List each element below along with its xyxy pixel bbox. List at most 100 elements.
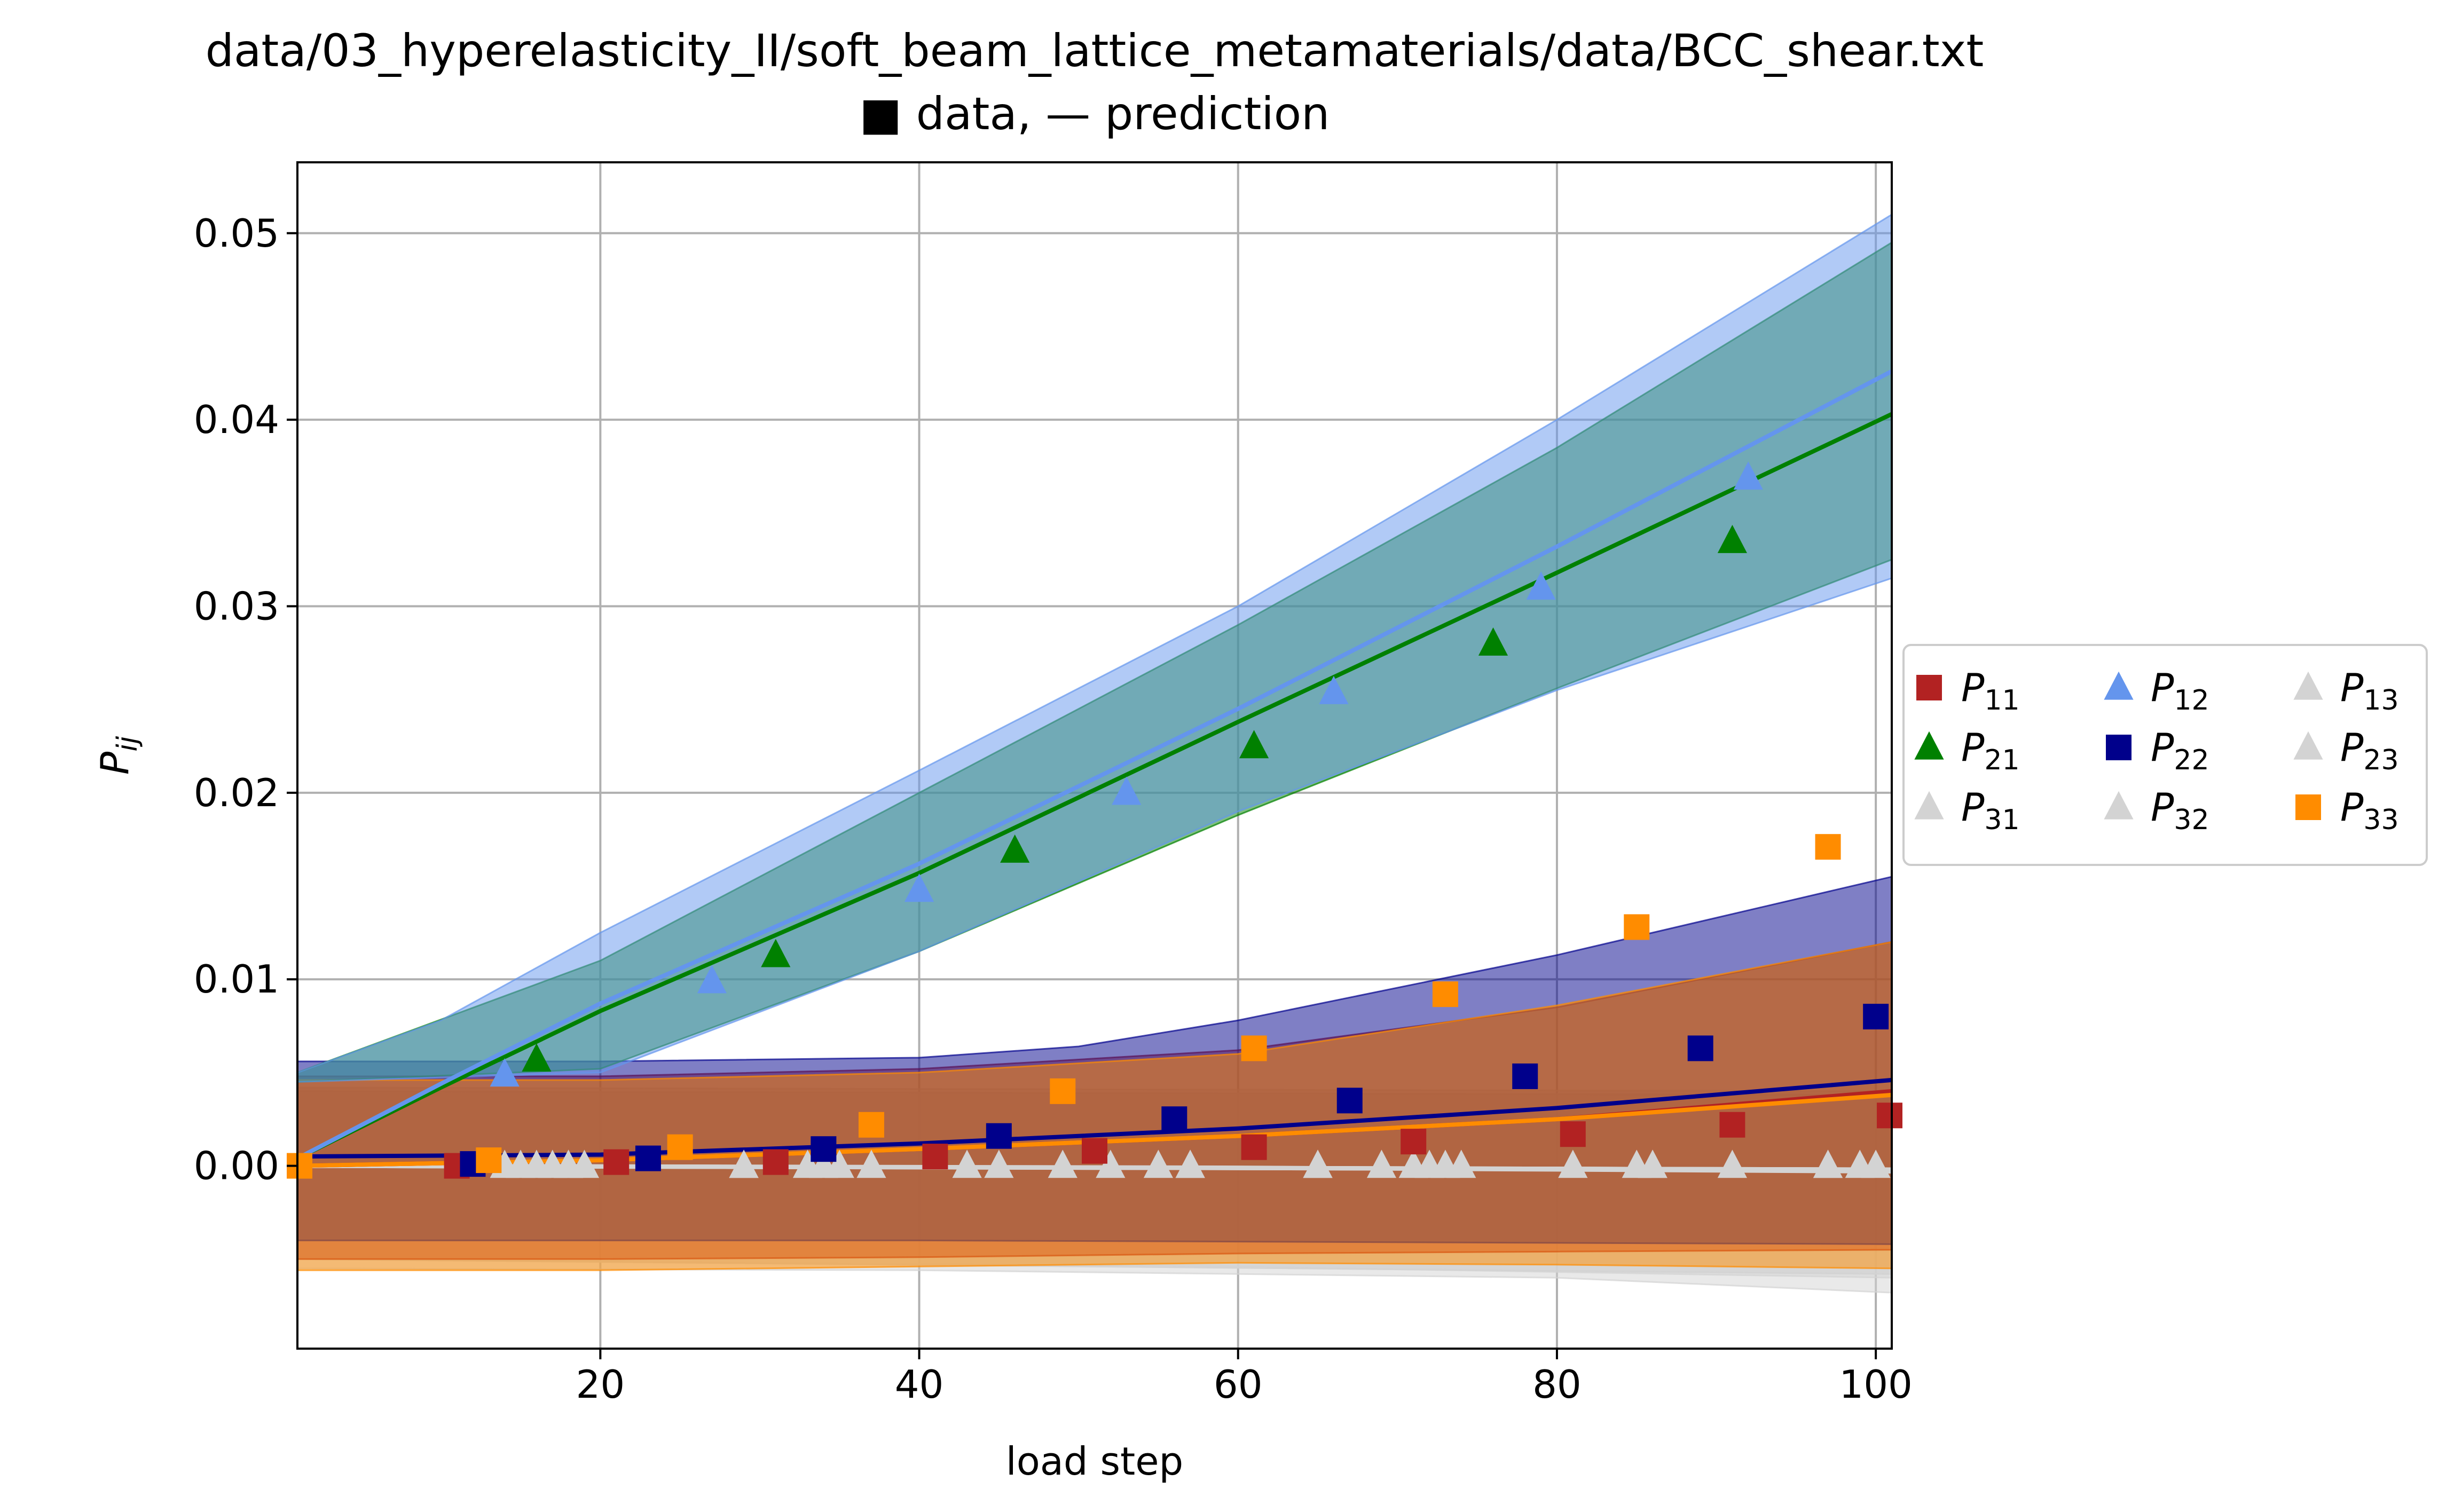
- data-point-p11: [1401, 1129, 1427, 1155]
- data-point-p21: [1478, 627, 1508, 656]
- data-point-p11: [1241, 1134, 1267, 1160]
- legend-label-main: P: [2151, 665, 2174, 710]
- data-point-p31: [729, 1149, 759, 1178]
- data-point-p13: [1366, 1149, 1397, 1178]
- data-point-p31: [1143, 1149, 1174, 1178]
- prediction-line-p21: [296, 412, 1893, 1161]
- legend-label-sub: 11: [1984, 684, 2019, 716]
- legend-label-sub: 12: [2174, 684, 2209, 716]
- y-tick-label: 0.03: [194, 584, 279, 629]
- data-point-p12: [1112, 776, 1142, 805]
- data-point-p33: [667, 1134, 693, 1160]
- y-axis-label-sub: ij: [112, 736, 144, 751]
- x-tick-label: 80: [1532, 1362, 1582, 1407]
- legend-marker-p22: [2106, 735, 2131, 760]
- y-tick-label: 0.04: [194, 397, 279, 442]
- data-point-p12: [490, 1058, 520, 1087]
- data-point-p23: [1558, 1149, 1588, 1178]
- data-point-p33: [858, 1112, 884, 1138]
- x-tick-label: 100: [1839, 1362, 1912, 1407]
- legend-marker-p33: [2295, 794, 2321, 820]
- prediction-bands: [296, 213, 1893, 1294]
- legend-label-main: P: [2151, 725, 2174, 770]
- legend-label-p32: P32: [2151, 785, 2209, 836]
- legend-label-sub: 22: [2174, 744, 2209, 776]
- legend-label-sub: 21: [1984, 744, 2019, 776]
- data-point-p31: [1303, 1149, 1333, 1178]
- data-point-p12: [697, 965, 727, 994]
- data-point-p22: [986, 1123, 1012, 1149]
- legend-label-p13: P13: [2340, 665, 2399, 716]
- data-point-p22: [1687, 1035, 1713, 1061]
- chart-title: data/03_hyperelasticity_II/soft_beam_lat…: [206, 25, 1984, 77]
- data-point-p21: [522, 1043, 552, 1072]
- legend-label-sub: 33: [2363, 804, 2398, 836]
- data-point-p21: [1717, 524, 1747, 553]
- legend-label-p23: P23: [2340, 725, 2399, 776]
- plot-area: [287, 161, 1902, 1350]
- data-point-p33: [1050, 1078, 1076, 1104]
- data-point-p11: [1877, 1102, 1902, 1129]
- legend-label-sub: 31: [1984, 804, 2019, 836]
- data-point-p12: [1733, 461, 1763, 490]
- data-point-p11: [762, 1149, 789, 1175]
- legend-label-main: P: [1961, 785, 1985, 830]
- data-point-p33: [1815, 834, 1841, 860]
- legend-label-sub: 13: [2363, 684, 2398, 716]
- legend-marker-p21: [1914, 731, 1944, 760]
- data-point-p21: [761, 939, 791, 967]
- data-point-p12: [1319, 675, 1349, 704]
- data-point-p32: [506, 1149, 536, 1178]
- x-tick-label: 40: [895, 1362, 944, 1407]
- y-axis-label-main: P: [92, 751, 137, 775]
- legend-label-main: P: [2340, 665, 2364, 710]
- data-point-p32: [1446, 1149, 1476, 1178]
- data-point-p12: [1526, 571, 1556, 600]
- prediction-line-p12: [296, 369, 1893, 1161]
- legend-label-p21: P21: [1961, 725, 2020, 776]
- y-tick-label: 0.00: [194, 1144, 279, 1188]
- data-point-p11: [1082, 1138, 1107, 1164]
- legend-label-main: P: [2340, 785, 2364, 830]
- data-point-p21: [1000, 834, 1030, 863]
- data-point-p11: [603, 1149, 630, 1175]
- y-axis-ticks: 0.00 0.01 0.02 0.03 0.04 0.05: [194, 211, 297, 1188]
- data-point-p33: [1432, 981, 1458, 1007]
- legend-label-main: P: [1961, 725, 1985, 770]
- legend-label-sub: 32: [2174, 804, 2209, 836]
- data-point-p21: [1239, 730, 1269, 759]
- data-point-p12: [904, 873, 934, 902]
- data-point-p32: [554, 1149, 584, 1178]
- legend-marker-p11: [1916, 675, 1942, 700]
- data-point-p22: [1161, 1106, 1187, 1132]
- legend-marker-p23: [2293, 731, 2323, 760]
- data-point-p13: [856, 1149, 886, 1178]
- data-point-p22: [635, 1145, 661, 1171]
- data-point-p23: [1096, 1149, 1126, 1178]
- data-point-p33: [1624, 914, 1650, 940]
- data-point-p22: [1863, 1004, 1889, 1030]
- plot-frame: [296, 161, 1893, 1350]
- data-markers: [287, 461, 1902, 1179]
- data-point-p32: [1638, 1149, 1668, 1178]
- data-point-p32: [1813, 1149, 1843, 1178]
- legend-label-p33: P33: [2340, 785, 2399, 836]
- data-point-p32: [1175, 1149, 1205, 1178]
- legend-label-main: P: [1961, 665, 1985, 710]
- y-tick-label: 0.01: [194, 957, 279, 1002]
- legend-label-main: P: [2151, 785, 2174, 830]
- legend-marker-p12: [2104, 671, 2134, 700]
- y-tick-label: 0.05: [194, 211, 279, 256]
- data-point-p11: [1719, 1112, 1745, 1138]
- legend-marker-p13: [2293, 671, 2323, 700]
- legend-label-p22: P22: [2151, 725, 2209, 776]
- data-point-p22: [811, 1136, 837, 1162]
- x-axis-label: load step: [1006, 1439, 1184, 1484]
- data-point-p31: [1717, 1149, 1747, 1178]
- chart-subtitle: ■ data, — prediction: [860, 88, 1330, 140]
- data-point-p31: [1861, 1149, 1891, 1178]
- data-point-p32: [984, 1149, 1014, 1178]
- x-tick-label: 20: [576, 1362, 625, 1407]
- data-point-p33: [1241, 1035, 1267, 1061]
